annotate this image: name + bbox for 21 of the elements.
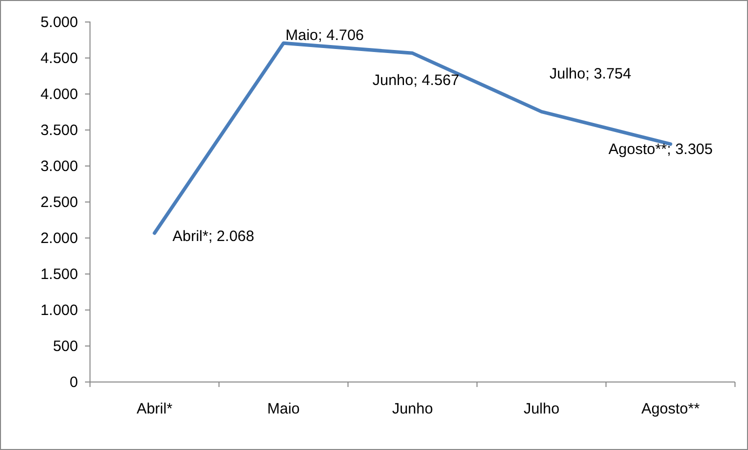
y-tick-label: 4.500 [40, 50, 78, 67]
y-tick-label: 0 [70, 374, 78, 391]
x-tick-label: Agosto** [641, 400, 700, 418]
y-tick-label: 2.500 [40, 194, 78, 211]
data-label: Agosto**; 3.305 [608, 141, 713, 158]
y-tick-label: 1.000 [40, 302, 78, 319]
x-tick-label: Maio [267, 400, 300, 418]
y-tick-label: 5.000 [40, 14, 78, 31]
data-label: Junho; 4.567 [372, 72, 460, 90]
data-label: Julho; 3.754 [550, 66, 632, 83]
y-tick-label: 3.500 [40, 122, 78, 139]
data-label: Abril*; 2.068 [172, 228, 254, 246]
y-tick-label: 4.000 [40, 86, 78, 103]
x-tick-label: Junho [392, 400, 433, 418]
y-tick-label: 2.000 [40, 230, 78, 247]
y-tick-label: 3.000 [40, 158, 78, 175]
y-tick-label: 500 [52, 338, 78, 355]
x-tick-label: Julho [524, 400, 560, 418]
x-tick-label: Abril* [136, 400, 173, 418]
data-label: Maio; 4.706 [286, 27, 364, 44]
y-tick-label: 1.500 [40, 266, 78, 283]
